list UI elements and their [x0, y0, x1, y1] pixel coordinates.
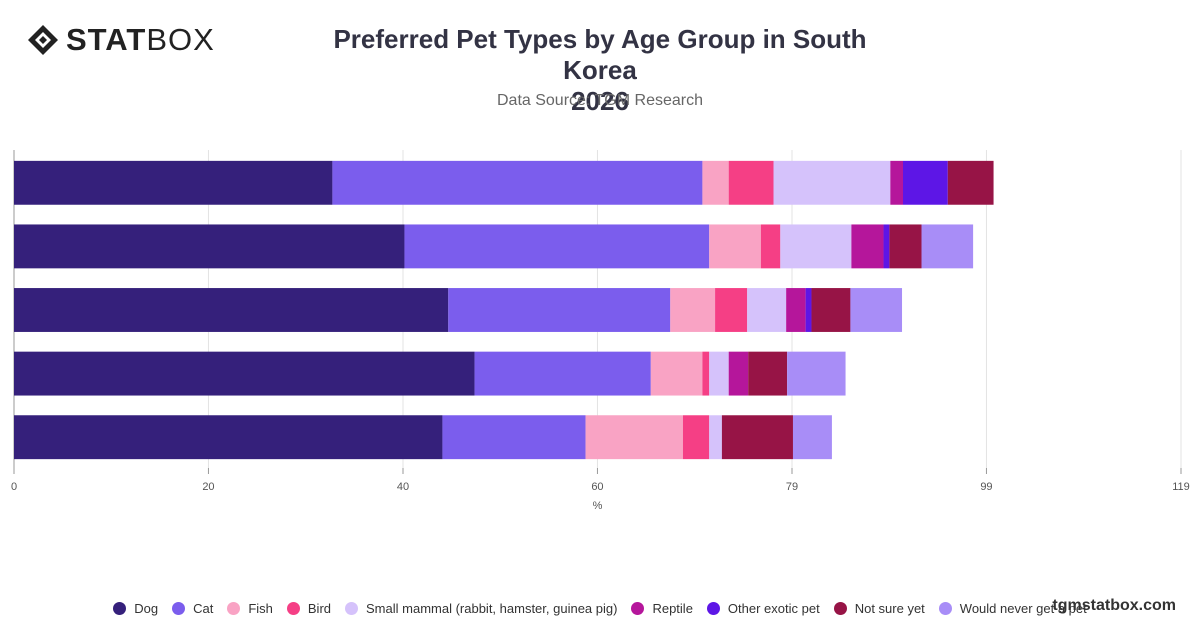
- legend-swatch: [833, 602, 847, 615]
- bar-segment: [728, 351, 749, 396]
- legend-item[interactable]: Reptile: [631, 601, 693, 616]
- bar-segment: [747, 288, 787, 332]
- bar-segment: [728, 160, 774, 205]
- bar-segment: [702, 351, 710, 396]
- logo-text-light: BOX: [146, 22, 215, 57]
- legend-label: Would never get a pet: [959, 601, 1087, 616]
- legend-swatch: [172, 602, 186, 615]
- bar-segment: [709, 351, 729, 396]
- legend-swatch: [631, 602, 645, 615]
- chart-subtitle: Data Source: TGM Research: [496, 92, 703, 109]
- bar-segment: [715, 288, 748, 332]
- bar-segment: [14, 288, 449, 332]
- bar-segment: [947, 160, 994, 205]
- legend-item[interactable]: Dog: [113, 601, 158, 616]
- legend-item[interactable]: Other exotic pet: [706, 601, 820, 616]
- bar-segment: [474, 351, 651, 396]
- bar-segment: [14, 415, 443, 460]
- chart-legend: Dog Cat Fish Bird Small mammal (rabbit, hams…: [0, 601, 1200, 616]
- legend-swatch: [286, 602, 300, 615]
- legend-label: Other exotic pet: [727, 601, 820, 616]
- bar-segment: [670, 288, 716, 332]
- x-axis-label: %: [593, 500, 603, 512]
- bar-segment: [889, 224, 922, 269]
- bar-segment: [921, 224, 974, 269]
- bar-segment: [332, 160, 703, 205]
- chart-title: Preferred Pet Types by Age Group in Sout…: [300, 24, 900, 117]
- x-tick-label: 40: [397, 481, 409, 493]
- x-tick-label: 119: [1172, 481, 1190, 493]
- legend-item[interactable]: Cat: [172, 601, 213, 616]
- bar-segment: [682, 415, 710, 460]
- bar-segment: [792, 415, 832, 460]
- bar-segment: [903, 160, 948, 205]
- legend-item[interactable]: Small mammal (rabbit, hamster, guinea pi…: [345, 601, 617, 616]
- bar-segment: [851, 224, 884, 269]
- legend-item[interactable]: Not sure yet: [833, 601, 925, 616]
- legend-label: Not sure yet: [854, 601, 925, 616]
- bar-segment: [773, 160, 891, 205]
- legend-label: Bird: [307, 601, 332, 616]
- legend-swatch: [345, 602, 359, 615]
- x-tick-label: 79: [786, 481, 798, 493]
- bar-segment: [890, 160, 904, 205]
- bar-segment: [448, 288, 671, 332]
- bar-segment: [760, 224, 781, 269]
- legend-label: Reptile: [652, 601, 693, 616]
- legend-item[interactable]: Would never get a pet: [938, 601, 1087, 616]
- watermark: tgmstatbox.com: [1052, 597, 1176, 614]
- bar-segment: [780, 224, 852, 269]
- x-tick-label: 99: [980, 481, 992, 493]
- legend-swatch: [938, 602, 952, 615]
- legend-item[interactable]: Bird: [286, 601, 332, 616]
- bar-segment: [650, 351, 703, 396]
- bar-segment: [721, 415, 793, 460]
- bar-segment: [786, 288, 806, 332]
- legend-swatch: [113, 602, 127, 615]
- x-tick-label: 20: [202, 481, 214, 493]
- bar-segment: [805, 288, 812, 332]
- legend-item[interactable]: Fish: [227, 601, 273, 616]
- bar-segment: [702, 160, 729, 205]
- legend-swatch: [227, 602, 241, 615]
- bar-segment: [883, 224, 890, 269]
- legend-label: Small mammal (rabbit, hamster, guinea pi…: [366, 601, 618, 616]
- x-tick-label: 0: [11, 481, 17, 493]
- logo: STAT BOX: [26, 22, 215, 58]
- bar-segment: [14, 351, 475, 396]
- bar-segment: [585, 415, 683, 460]
- legend-label: Fish: [248, 601, 273, 616]
- bar-segment: [14, 224, 405, 269]
- chart-title-line1: Preferred Pet Types by Age Group in Sout…: [333, 24, 867, 85]
- bar-segment: [748, 351, 788, 396]
- bar-segment: [709, 224, 761, 269]
- bar-segment: [442, 415, 586, 460]
- bar-segment: [404, 224, 710, 269]
- legend-label: Cat: [193, 601, 214, 616]
- logo-text-bold: STAT: [66, 22, 147, 57]
- legend-label: Dog: [134, 601, 159, 616]
- bar-segment: [811, 288, 851, 332]
- chart-title-line2: 2026: [571, 86, 629, 116]
- legend-swatch: [706, 602, 720, 615]
- statbox-diamond-icon: [28, 25, 58, 55]
- x-tick-label: 60: [591, 481, 603, 493]
- bar-segment: [787, 351, 846, 396]
- bar-segment: [14, 160, 333, 205]
- bar-segment: [850, 288, 903, 332]
- bar-segment: [709, 415, 722, 460]
